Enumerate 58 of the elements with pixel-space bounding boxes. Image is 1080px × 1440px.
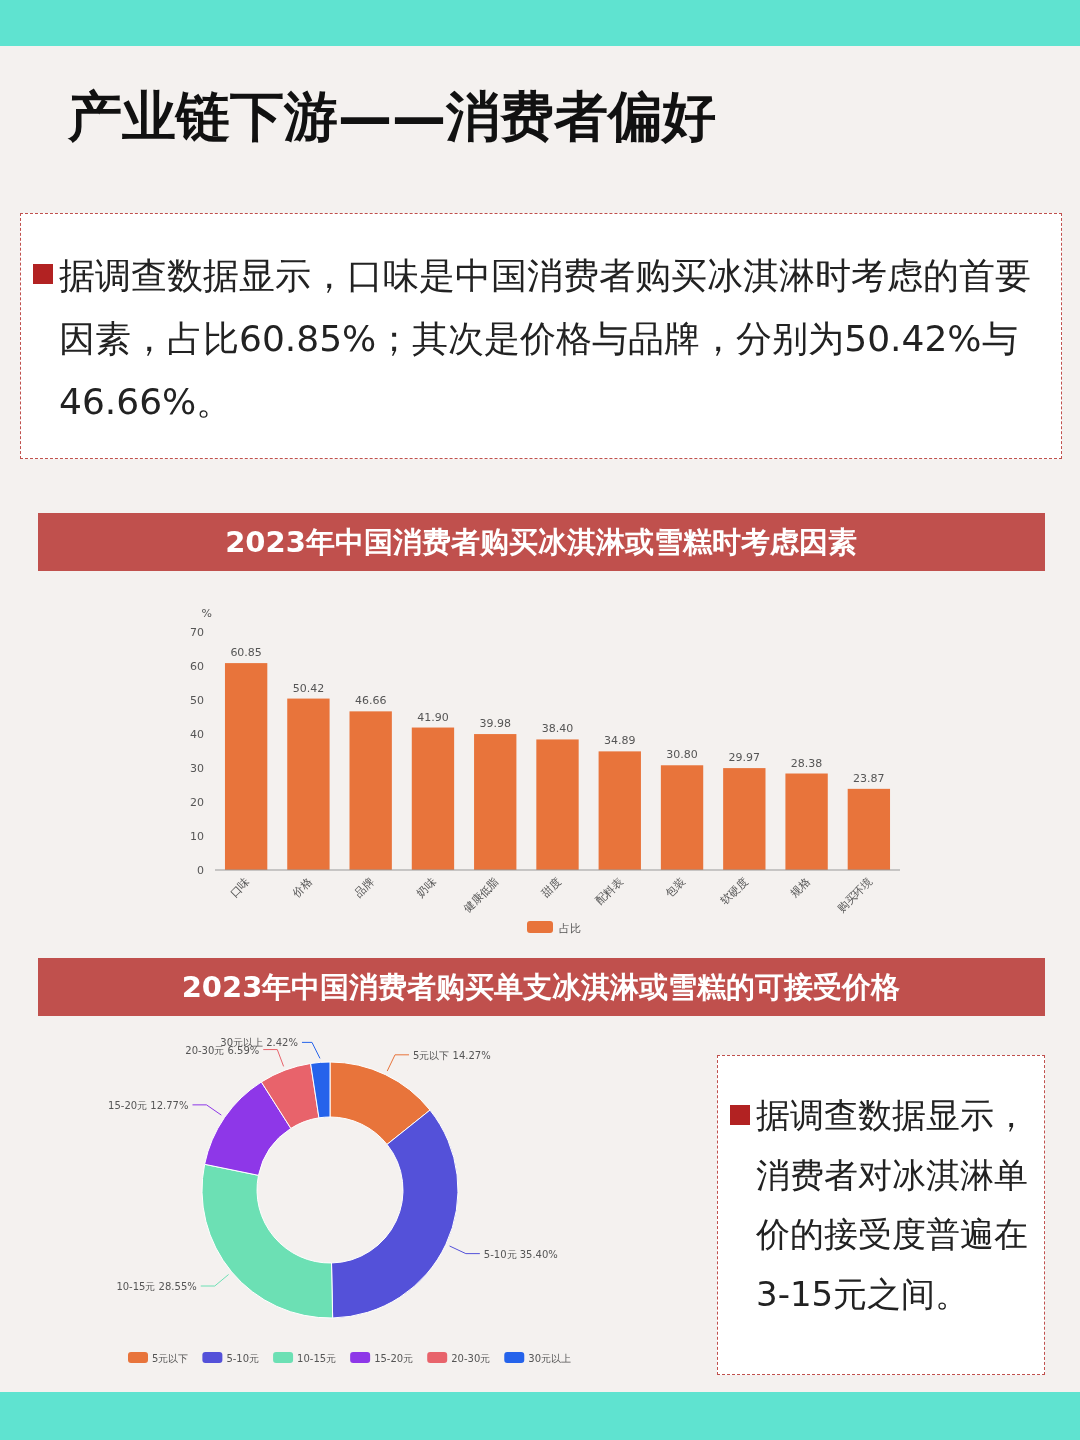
y-axis-title: %: [201, 607, 212, 620]
data-label: 5-10元 35.40%: [483, 1248, 558, 1260]
text: 据调查数据显示，消费者对冰淇淋单价的接受度普遍在3-15元之间。: [756, 1094, 1029, 1316]
legend-label: 20-30元: [451, 1353, 491, 1364]
x-tick-label: 配料表: [593, 874, 626, 908]
y-tick-label: 50: [190, 694, 204, 707]
x-tick-label: 甜度: [538, 874, 564, 900]
text: 产业链下游——消费者偏好: [67, 85, 716, 148]
data-label: 41.90: [417, 710, 449, 724]
y-tick-label: 60: [190, 660, 204, 673]
text: 据调查数据显示，口味是中国消费者购买冰淇淋时考虑的首要因素，占比60.85%；其次是价格与品牌，分别为50.42%与46.66%。: [59, 254, 1032, 424]
data-label: 39.98: [479, 717, 511, 731]
data-label: 28.38: [790, 756, 823, 770]
data-label: 60.85: [230, 646, 262, 660]
bar: [847, 788, 891, 870]
data-label: 50.42: [292, 681, 325, 695]
y-tick-label: 20: [190, 796, 204, 809]
x-tick-label: 购买环境: [834, 874, 875, 916]
y-tick-label: 0: [197, 864, 204, 877]
x-tick-label: 奶味: [414, 874, 440, 900]
bar: [349, 711, 392, 870]
data-label: 15-20元 12.77%: [108, 1099, 189, 1111]
bar: [598, 751, 641, 870]
legend-label: 15-20元: [374, 1353, 414, 1364]
legend-label: 5元以下: [152, 1353, 189, 1364]
bar: [785, 773, 828, 870]
data-label: 10-15元 28.55%: [116, 1281, 197, 1293]
x-tick-label: 规格: [787, 874, 813, 900]
x-tick-label: 价格: [289, 874, 315, 901]
bar: [660, 765, 704, 870]
bar: [224, 663, 268, 870]
x-tick-label: 包装: [663, 874, 689, 900]
data-label: 30.80: [666, 748, 698, 762]
chart-title: 2023年中国消费者购买冰淇淋或雪糕时考虑因素: [225, 525, 857, 559]
data-label: 46.66: [354, 694, 387, 708]
legend-label: 30元以上: [528, 1353, 571, 1364]
y-tick-label: 40: [190, 728, 204, 741]
y-tick-label: 70: [190, 626, 204, 639]
data-label: 23.87: [853, 771, 885, 785]
y-tick-label: 10: [190, 830, 204, 843]
legend-label: 10-15元: [297, 1353, 337, 1364]
data-label: 5元以下 14.27%: [413, 1049, 491, 1061]
bar: [723, 768, 766, 870]
x-tick-label: 口味: [227, 874, 253, 900]
chart-title: 2023年中国消费者购买单支冰淇淋或雪糕的可接受价格: [181, 970, 901, 1004]
data-label: 38.40: [541, 722, 574, 736]
data-label: 29.97: [728, 751, 761, 765]
bar: [411, 727, 455, 870]
x-tick-label: 品牌: [352, 874, 377, 900]
legend-label: 占比: [559, 922, 581, 935]
x-tick-label: 健康低脂: [461, 874, 502, 916]
bar: [287, 698, 330, 870]
y-tick-label: 30: [190, 762, 204, 775]
data-label: 34.89: [604, 734, 636, 748]
x-tick-label: 软硬度: [717, 874, 751, 908]
bar: [536, 739, 579, 870]
bar: [474, 734, 517, 870]
legend-label: 5-10元: [226, 1353, 260, 1364]
